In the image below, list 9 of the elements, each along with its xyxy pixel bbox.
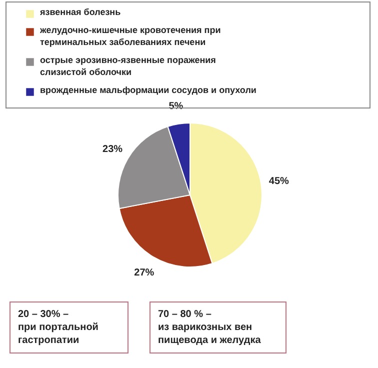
data-label: 45% <box>268 176 290 187</box>
data-label: 23% <box>102 144 123 156</box>
legend-label: врожденные мальформации сосудов и опухоли <box>40 85 256 95</box>
legend-label: острые эрозивно-язвенные поражения слизистой оболочки <box>40 55 216 77</box>
text: 20 – 30% – при портальной гастропатии <box>18 309 98 346</box>
data-label: 27% <box>134 267 154 278</box>
legend-label: желудочно-кишечные кровотечения при терминальных заболеваниях печени <box>39 25 221 47</box>
text: 70 – 80 % – из варикозных вен пищевода и желудка <box>158 309 262 346</box>
legend-label: язвенная болезнь <box>40 7 122 17</box>
